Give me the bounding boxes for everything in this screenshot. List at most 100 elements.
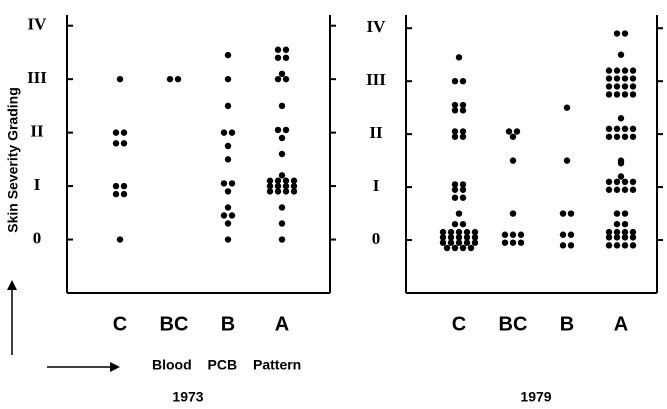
dot — [463, 228, 471, 236]
dot — [274, 188, 282, 195]
y-axis-label: Skin Severity Grading — [5, 87, 21, 233]
dot — [439, 228, 447, 236]
dot — [274, 54, 282, 61]
dot — [455, 234, 463, 241]
dot — [613, 220, 621, 228]
dot — [513, 128, 521, 135]
arrow-head — [7, 280, 17, 290]
dot — [290, 182, 298, 190]
dot — [224, 102, 232, 110]
y-tick-label: III — [366, 70, 386, 89]
dot — [617, 51, 625, 58]
dot — [459, 244, 467, 252]
x-tick-label: C — [452, 313, 466, 335]
dot — [605, 133, 613, 140]
dot — [613, 186, 621, 193]
dot — [621, 133, 629, 140]
dot — [282, 46, 290, 53]
dot — [112, 129, 120, 136]
dot — [116, 75, 124, 83]
dot — [459, 101, 467, 109]
dot — [501, 239, 509, 246]
dot — [559, 231, 567, 238]
dot — [443, 244, 451, 252]
arrow-head — [110, 362, 120, 372]
y-tick-label: I — [373, 176, 380, 195]
dot — [451, 128, 459, 135]
dot — [613, 242, 621, 249]
dot — [613, 91, 621, 98]
dot — [451, 186, 459, 193]
dot — [517, 239, 525, 246]
dot — [621, 67, 629, 74]
dot — [471, 228, 479, 236]
dot — [629, 125, 637, 133]
dot — [266, 182, 274, 190]
dot — [605, 83, 613, 90]
dot — [629, 75, 637, 82]
dot — [282, 188, 290, 195]
dot — [613, 133, 621, 140]
dot — [613, 234, 621, 241]
dot — [451, 77, 459, 85]
dot — [447, 228, 455, 236]
chart-title: 1979 — [520, 389, 551, 405]
dot — [282, 182, 290, 190]
dot — [621, 91, 629, 98]
dot — [224, 156, 232, 163]
dot — [605, 75, 613, 82]
dot — [120, 190, 128, 198]
dot — [112, 190, 120, 198]
dot — [463, 234, 471, 241]
dot — [112, 140, 120, 147]
dot — [439, 239, 447, 246]
dot — [459, 133, 467, 140]
y-tick-label: II — [369, 123, 383, 142]
dot — [621, 186, 629, 193]
dot — [274, 126, 282, 134]
dot — [278, 220, 286, 227]
dot — [559, 242, 567, 249]
dot — [455, 239, 463, 246]
dot — [605, 242, 613, 249]
dot — [629, 91, 637, 98]
dot — [224, 188, 232, 195]
dot — [274, 177, 282, 184]
dot — [613, 67, 621, 74]
x-tick-label: B — [560, 313, 574, 335]
dot — [220, 180, 228, 187]
dot — [567, 242, 575, 249]
dot — [451, 220, 459, 228]
dot — [282, 126, 290, 134]
dot — [274, 75, 282, 83]
dot — [459, 107, 467, 114]
dot — [224, 220, 232, 227]
dot — [559, 210, 567, 217]
x-tick-label: C — [113, 313, 127, 335]
dot — [621, 178, 629, 185]
dot — [451, 181, 459, 188]
dot — [120, 140, 128, 147]
dot — [605, 91, 613, 98]
x-tick-label: BC — [160, 313, 189, 335]
dot — [621, 228, 629, 236]
dot — [282, 54, 290, 61]
dot — [282, 177, 290, 184]
dot — [509, 133, 517, 140]
dot — [459, 194, 467, 201]
dot — [509, 239, 517, 246]
dot — [447, 234, 455, 241]
dot — [613, 228, 621, 236]
dot — [447, 239, 455, 246]
dot — [629, 133, 637, 140]
dot — [220, 129, 228, 136]
dot — [278, 150, 286, 158]
dot — [605, 228, 613, 236]
y-tick-label: IV — [367, 17, 387, 36]
dot — [621, 210, 629, 217]
dot — [621, 75, 629, 82]
dot — [629, 83, 637, 90]
dot — [605, 178, 613, 185]
dot — [459, 220, 467, 228]
dot — [621, 220, 629, 228]
